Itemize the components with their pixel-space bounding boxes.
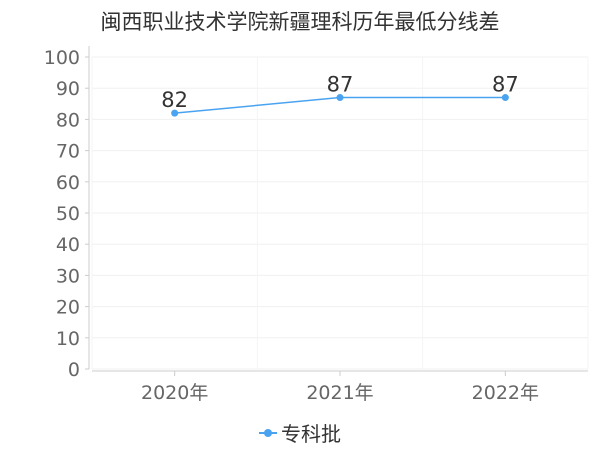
- y-axis-ticks: 0 10 20 30 40 50 60 70 80 90 100: [44, 47, 89, 381]
- y-tick-label: 40: [56, 234, 80, 256]
- y-tick-label: 10: [56, 328, 80, 350]
- y-tick-label: 70: [56, 141, 80, 163]
- y-tick-label: 90: [56, 78, 80, 100]
- data-label: 82: [161, 88, 188, 112]
- y-tick-label: 50: [56, 203, 80, 225]
- series-group: 82 87 87: [161, 73, 519, 117]
- y-tick-label: 0: [68, 359, 80, 381]
- data-point: [171, 109, 179, 117]
- data-point: [501, 94, 509, 102]
- chart-title: 闽西职业技术学院新疆理科历年最低分线差: [100, 10, 500, 34]
- x-tick-label: 2022年: [472, 382, 539, 404]
- data-label: 87: [327, 73, 354, 97]
- x-tick-label: 2020年: [141, 382, 208, 404]
- legend-label: 专科批: [281, 422, 341, 446]
- y-tick-label: 100: [44, 47, 80, 69]
- legend: 专科批: [0, 418, 600, 447]
- y-tick-label: 20: [56, 297, 80, 319]
- x-tick-label: 2021年: [306, 382, 373, 404]
- data-point: [336, 94, 344, 102]
- y-tick-label: 80: [56, 109, 80, 131]
- y-tick-label: 60: [56, 172, 80, 194]
- x-axis-ticks: 2020年 2021年 2022年: [141, 371, 539, 404]
- legend-marker-icon: [259, 427, 277, 439]
- y-tick-label: 30: [56, 265, 80, 287]
- gridlines: [91, 56, 589, 370]
- legend-item[interactable]: 专科批: [259, 418, 341, 447]
- data-label: 87: [492, 73, 519, 97]
